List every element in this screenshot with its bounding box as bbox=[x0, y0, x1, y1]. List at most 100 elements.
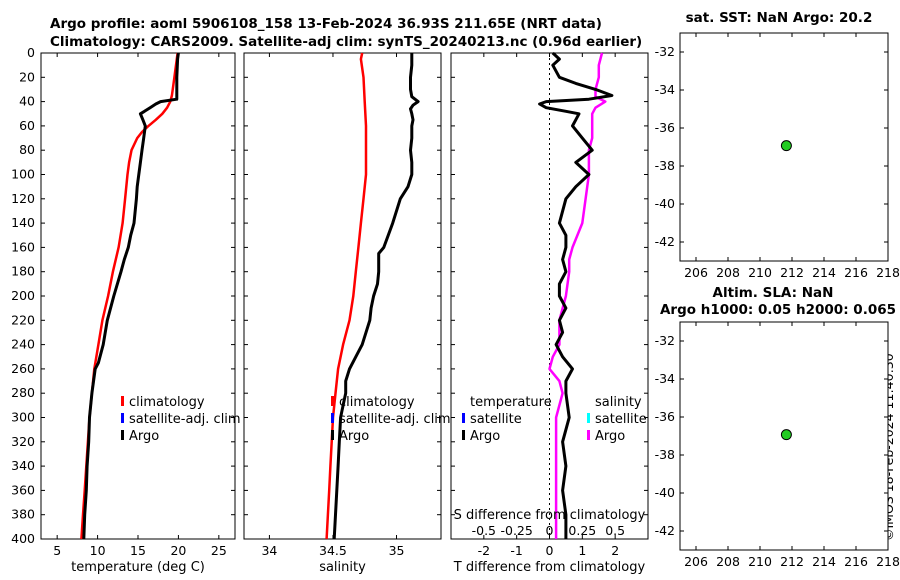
sla-map-xtick-label: 216 bbox=[844, 554, 868, 569]
temperature-xtick-label: 15 bbox=[130, 543, 146, 558]
temperature-xlabel: temperature (deg C) bbox=[71, 560, 205, 575]
depth-ytick-label: 20 bbox=[19, 69, 35, 84]
sst-map-ytick-label: -40 bbox=[655, 196, 675, 211]
sla-map-panel: 206 208 210 212 214 216 218 -32 -34 -36 -38 -40 -42 bbox=[655, 321, 900, 569]
sst-map-xtick-label: 212 bbox=[780, 265, 804, 280]
temperature-legend-satellite-swatch bbox=[121, 413, 124, 423]
salinity-legend-satellite-label: satellite-adj. clim bbox=[339, 412, 451, 427]
sdiff-tick-label: -0.25 bbox=[500, 523, 532, 538]
sst-map-xtick-label: 210 bbox=[748, 265, 772, 280]
sla-map-xtick-label: 208 bbox=[716, 554, 740, 569]
sdiff-tick-label: -0.5 bbox=[472, 523, 496, 538]
salinity-legend-argo-label: Argo bbox=[339, 429, 369, 444]
sdiff-legend-satellite-swatch bbox=[587, 413, 590, 423]
salinity-argo-line bbox=[332, 53, 420, 540]
tdiff-xtick-label: -1 bbox=[510, 543, 522, 558]
depth-ytick-label: 0 bbox=[27, 45, 35, 60]
temperature-legend-climatology-swatch bbox=[121, 396, 124, 406]
tdiff-xtick-label: 1 bbox=[578, 543, 586, 558]
plot-area: 5 10 15 20 250204060801001201401601802002202… bbox=[11, 32, 900, 575]
tdiff-xtick-label: 2 bbox=[611, 543, 619, 558]
salinity-legend-argo-swatch bbox=[331, 430, 334, 440]
figure-title-line1: Argo profile: aoml 5906108_158 13-Feb-20… bbox=[50, 16, 602, 32]
tdiff-xtick-label: 0 bbox=[546, 543, 554, 558]
depth-ytick-label: 320 bbox=[11, 434, 35, 449]
temperature-legend-satellite-label: satellite-adj. clim bbox=[129, 412, 241, 427]
sst-map-ytick-label: -34 bbox=[655, 82, 675, 97]
depth-ytick-label: 380 bbox=[11, 507, 35, 522]
sla-map-xtick-label: 214 bbox=[812, 554, 836, 569]
depth-ytick-label: 340 bbox=[11, 458, 35, 473]
salinity-legend-satellite-swatch bbox=[331, 413, 334, 423]
tdiff-xlabel: T difference from climatology bbox=[453, 560, 646, 575]
temperature-xtick-label: 5 bbox=[53, 543, 61, 558]
temperature-xtick-label: 20 bbox=[170, 543, 186, 558]
salinity-xtick-label: 34 bbox=[261, 543, 277, 558]
sla-map-ytick-label: -38 bbox=[655, 447, 675, 462]
tdiff-legend-title: temperature bbox=[470, 395, 552, 410]
sst-title: sat. SST: NaN Argo: 20.2 bbox=[686, 10, 873, 26]
sla-map-ytick-label: -42 bbox=[655, 523, 675, 538]
tdiff-legend-argo-label: Argo bbox=[470, 429, 500, 444]
sst-map-xtick-label: 208 bbox=[716, 265, 740, 280]
salinity-panel: 34 34.5 35 salinity climatology satellite-adj… bbox=[243, 52, 451, 575]
difference-panel-frame bbox=[450, 52, 649, 540]
salinity-legend-climatology-label: climatology bbox=[339, 395, 415, 410]
depth-ytick-label: 60 bbox=[19, 118, 35, 133]
depth-ytick-label: 260 bbox=[11, 361, 35, 376]
sst-map-ytick-label: -38 bbox=[655, 158, 675, 173]
sst-map-panel: 206 208 210 212 214 216 218 -32 -34 -36 -38 -40 -42 bbox=[655, 32, 900, 280]
temperature-panel: 5 10 15 20 25 0 20 40 60 80 100 120 140 160 180 200 220 2… bbox=[11, 45, 240, 575]
sst-map-xtick-label: 206 bbox=[684, 265, 708, 280]
sdiff-tick-label: 0.5 bbox=[605, 523, 625, 538]
sla-map-ytick-label: -36 bbox=[655, 409, 675, 424]
depth-ytick-label: 120 bbox=[11, 191, 35, 206]
salinity-difference-line bbox=[548, 52, 607, 539]
sst-map-ytick-label: -36 bbox=[655, 120, 675, 135]
sst-map-float-marker bbox=[780, 140, 792, 152]
sla-map-float-marker bbox=[780, 429, 792, 441]
sla-map-ytick-label: -34 bbox=[655, 371, 675, 386]
temperature-legend-argo-label: Argo bbox=[129, 429, 159, 444]
depth-ytick-label: 180 bbox=[11, 264, 35, 279]
difference-panel: -2 -1 0 1 2 S difference from climatology-0.5… bbox=[450, 51, 649, 575]
temperature-xtick-label: 10 bbox=[90, 543, 106, 558]
sdiff-legend-argo-label: Argo bbox=[595, 429, 625, 444]
sla-map-ytick-label: -40 bbox=[655, 485, 675, 500]
salinity-legend-climatology-swatch bbox=[331, 396, 334, 406]
sst-map-ytick-label: -42 bbox=[655, 234, 675, 249]
tdiff-legend-argo-swatch bbox=[462, 430, 465, 440]
sla-map-xtick-label: 212 bbox=[780, 554, 804, 569]
tdiff-legend-satellite-swatch bbox=[462, 413, 465, 423]
depth-ytick-label: 40 bbox=[19, 94, 35, 109]
salinity-xtick-label: 34.5 bbox=[319, 543, 347, 558]
temperature-legend-argo-swatch bbox=[121, 430, 124, 440]
sst-map-ytick-label: -32 bbox=[655, 44, 675, 59]
salinity-xtick-label: 35 bbox=[389, 543, 405, 558]
sla-title-line1: Altim. SLA: NaN bbox=[713, 285, 834, 301]
sst-map-xtick-label: 218 bbox=[876, 265, 900, 280]
depth-ytick-label: 360 bbox=[11, 482, 35, 497]
temperature-panel-frame bbox=[40, 52, 236, 540]
sdiff-legend-argo-swatch bbox=[587, 430, 590, 440]
depth-ytick-label: 400 bbox=[11, 531, 35, 546]
temperature-difference-line bbox=[538, 51, 614, 539]
temperature-xtick-label: 25 bbox=[211, 543, 227, 558]
figure-title-line2: Climatology: CARS2009. Satellite-adj cli… bbox=[50, 34, 642, 50]
depth-ytick-label: 200 bbox=[11, 288, 35, 303]
temperature-legend-climatology-label: climatology bbox=[129, 395, 205, 410]
tdiff-legend-satellite-label: satellite bbox=[470, 412, 522, 427]
sla-map-ytick-label: -32 bbox=[655, 333, 675, 348]
sdiff-top-xlabel: S difference from climatology bbox=[454, 508, 646, 523]
sdiff-tick-label: 0.25 bbox=[568, 523, 596, 538]
sla-map-xtick-label: 210 bbox=[748, 554, 772, 569]
tdiff-xtick-label: -2 bbox=[478, 543, 490, 558]
temperature-argo-line bbox=[82, 52, 180, 540]
depth-ytick-label: 240 bbox=[11, 337, 35, 352]
sla-map-xtick-label: 206 bbox=[684, 554, 708, 569]
depth-ytick-label: 280 bbox=[11, 385, 35, 400]
depth-ytick-label: 220 bbox=[11, 312, 35, 327]
depth-ytick-label: 100 bbox=[11, 167, 35, 182]
depth-ytick-label: 80 bbox=[19, 142, 35, 157]
